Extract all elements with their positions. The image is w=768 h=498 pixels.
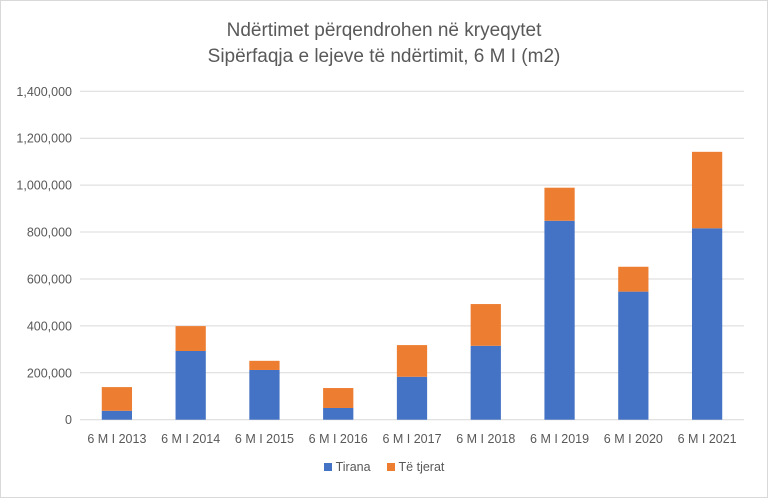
chart-title: Ndërtimet përqendrohen në kryeqytet bbox=[226, 20, 542, 41]
bar-tirana bbox=[470, 345, 501, 420]
bar-tirana bbox=[101, 410, 133, 420]
bar-tirana bbox=[396, 376, 428, 420]
x-tick-label: 6 M I 2014 bbox=[161, 432, 220, 446]
x-tick-label: 6 M I 2016 bbox=[309, 432, 368, 446]
y-tick-label: 1,200,000 bbox=[16, 132, 72, 146]
bar-te-tjerat bbox=[249, 360, 280, 370]
bar-tirana bbox=[323, 407, 354, 420]
legend-item-tirana: Tirana bbox=[323, 460, 371, 474]
y-tick-label: 600,000 bbox=[27, 272, 72, 286]
bar-te-tjerat bbox=[175, 326, 206, 351]
legend-label-te-tjerat: Të tjerat bbox=[398, 460, 445, 474]
bar-tirana bbox=[691, 228, 723, 420]
bar-tirana bbox=[544, 220, 575, 420]
bars bbox=[101, 151, 723, 420]
legend-swatch-tirana bbox=[323, 463, 332, 471]
bar-te-tjerat bbox=[101, 387, 133, 411]
legend: Tirana Të tjerat bbox=[0, 460, 768, 474]
y-tick-label: 0 bbox=[65, 413, 72, 427]
y-tick-label: 200,000 bbox=[27, 366, 72, 380]
legend-swatch-te-tjerat bbox=[386, 463, 395, 471]
x-tick-label: 6 M I 2018 bbox=[456, 432, 515, 446]
bar-tirana bbox=[175, 350, 206, 420]
bar-te-tjerat bbox=[544, 187, 575, 221]
x-tick-label: 6 M I 2017 bbox=[382, 432, 441, 446]
y-tick-label: 800,000 bbox=[27, 226, 72, 240]
bar-te-tjerat bbox=[470, 304, 501, 346]
legend-label-tirana: Tirana bbox=[335, 460, 371, 474]
x-tick-label: 6 M I 2013 bbox=[87, 432, 146, 446]
bar-tirana bbox=[249, 369, 280, 420]
y-tick-label: 400,000 bbox=[27, 319, 72, 333]
y-tick-label: 1,000,000 bbox=[16, 179, 72, 193]
y-axis-ticks: 0 200,000 400,000 600,000 800,000 1,000,000 1,… bbox=[16, 85, 72, 427]
bar-te-tjerat bbox=[618, 266, 649, 292]
x-axis-ticks: 6 M I 2013 6 M I 2014 6 M I 2015 6 M I 2016… bbox=[87, 432, 736, 446]
bar-te-tjerat bbox=[396, 345, 428, 377]
bar-te-tjerat bbox=[323, 388, 354, 408]
chart-subtitle: Sipërfaqja e lejeve të ndërtimit, 6 M I … bbox=[207, 46, 561, 67]
x-tick-label: 6 M I 2020 bbox=[604, 432, 663, 446]
bar-te-tjerat bbox=[691, 151, 723, 229]
x-tick-label: 6 M I 2015 bbox=[235, 432, 294, 446]
x-tick-label: 6 M I 2021 bbox=[678, 432, 737, 446]
bar-tirana bbox=[618, 291, 649, 420]
x-tick-label: 6 M I 2019 bbox=[530, 432, 589, 446]
y-tick-label: 1,400,000 bbox=[16, 85, 72, 99]
legend-item-te-tjerat: Të tjerat bbox=[386, 460, 445, 474]
